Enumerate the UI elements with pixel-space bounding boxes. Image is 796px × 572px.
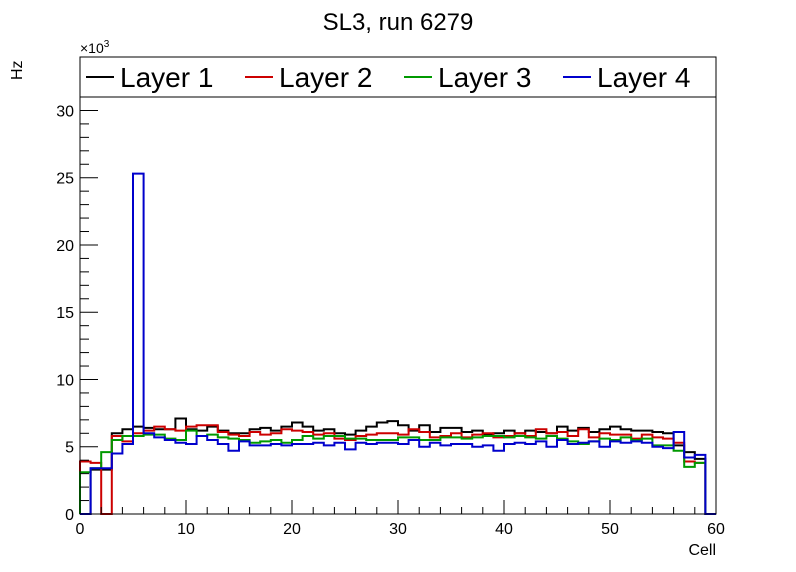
y-tick-label: 0: [65, 507, 74, 524]
series-line-layer-3: [79, 429, 716, 515]
y-axis-multiplier-base: ×10: [80, 40, 104, 56]
series-line-layer-2: [79, 424, 716, 515]
y-axis-multiplier-exponent: 3: [104, 39, 110, 50]
legend: Layer 1 Layer 2 Layer 3 Layer 4: [79, 56, 717, 98]
legend-label-layer-1: Layer 1: [120, 62, 213, 93]
y-axis-label: Hz: [9, 60, 26, 80]
chart-title: SL3, run 6279: [323, 9, 474, 36]
x-tick-label: 30: [389, 521, 407, 538]
y-tick-label: 10: [56, 372, 74, 389]
y-axis-multiplier: ×103: [80, 39, 110, 56]
x-tick-label: 60: [707, 521, 725, 538]
x-tick-label: 20: [283, 521, 301, 538]
y-tick-label: 30: [56, 103, 74, 120]
y-tick-label: 15: [56, 305, 74, 322]
x-tick-label: 40: [495, 521, 513, 538]
series-line-layer-4: [80, 172, 716, 515]
y-tick-label: 20: [56, 238, 74, 255]
x-tick-label: 0: [76, 521, 85, 538]
y-tick-label: 5: [65, 440, 74, 457]
x-tick-label: 10: [177, 521, 195, 538]
x-axis-label: Cell: [688, 542, 716, 559]
legend-label-layer-2: Layer 2: [279, 62, 372, 93]
legend-label-layer-4: Layer 4: [597, 62, 690, 93]
y-tick-label: 25: [56, 171, 74, 188]
legend-label-layer-3: Layer 3: [438, 62, 531, 93]
legend-box: [79, 56, 717, 98]
series-group: [79, 172, 716, 515]
series-line-layer-1: [80, 417, 716, 515]
x-tick-label: 50: [601, 521, 619, 538]
